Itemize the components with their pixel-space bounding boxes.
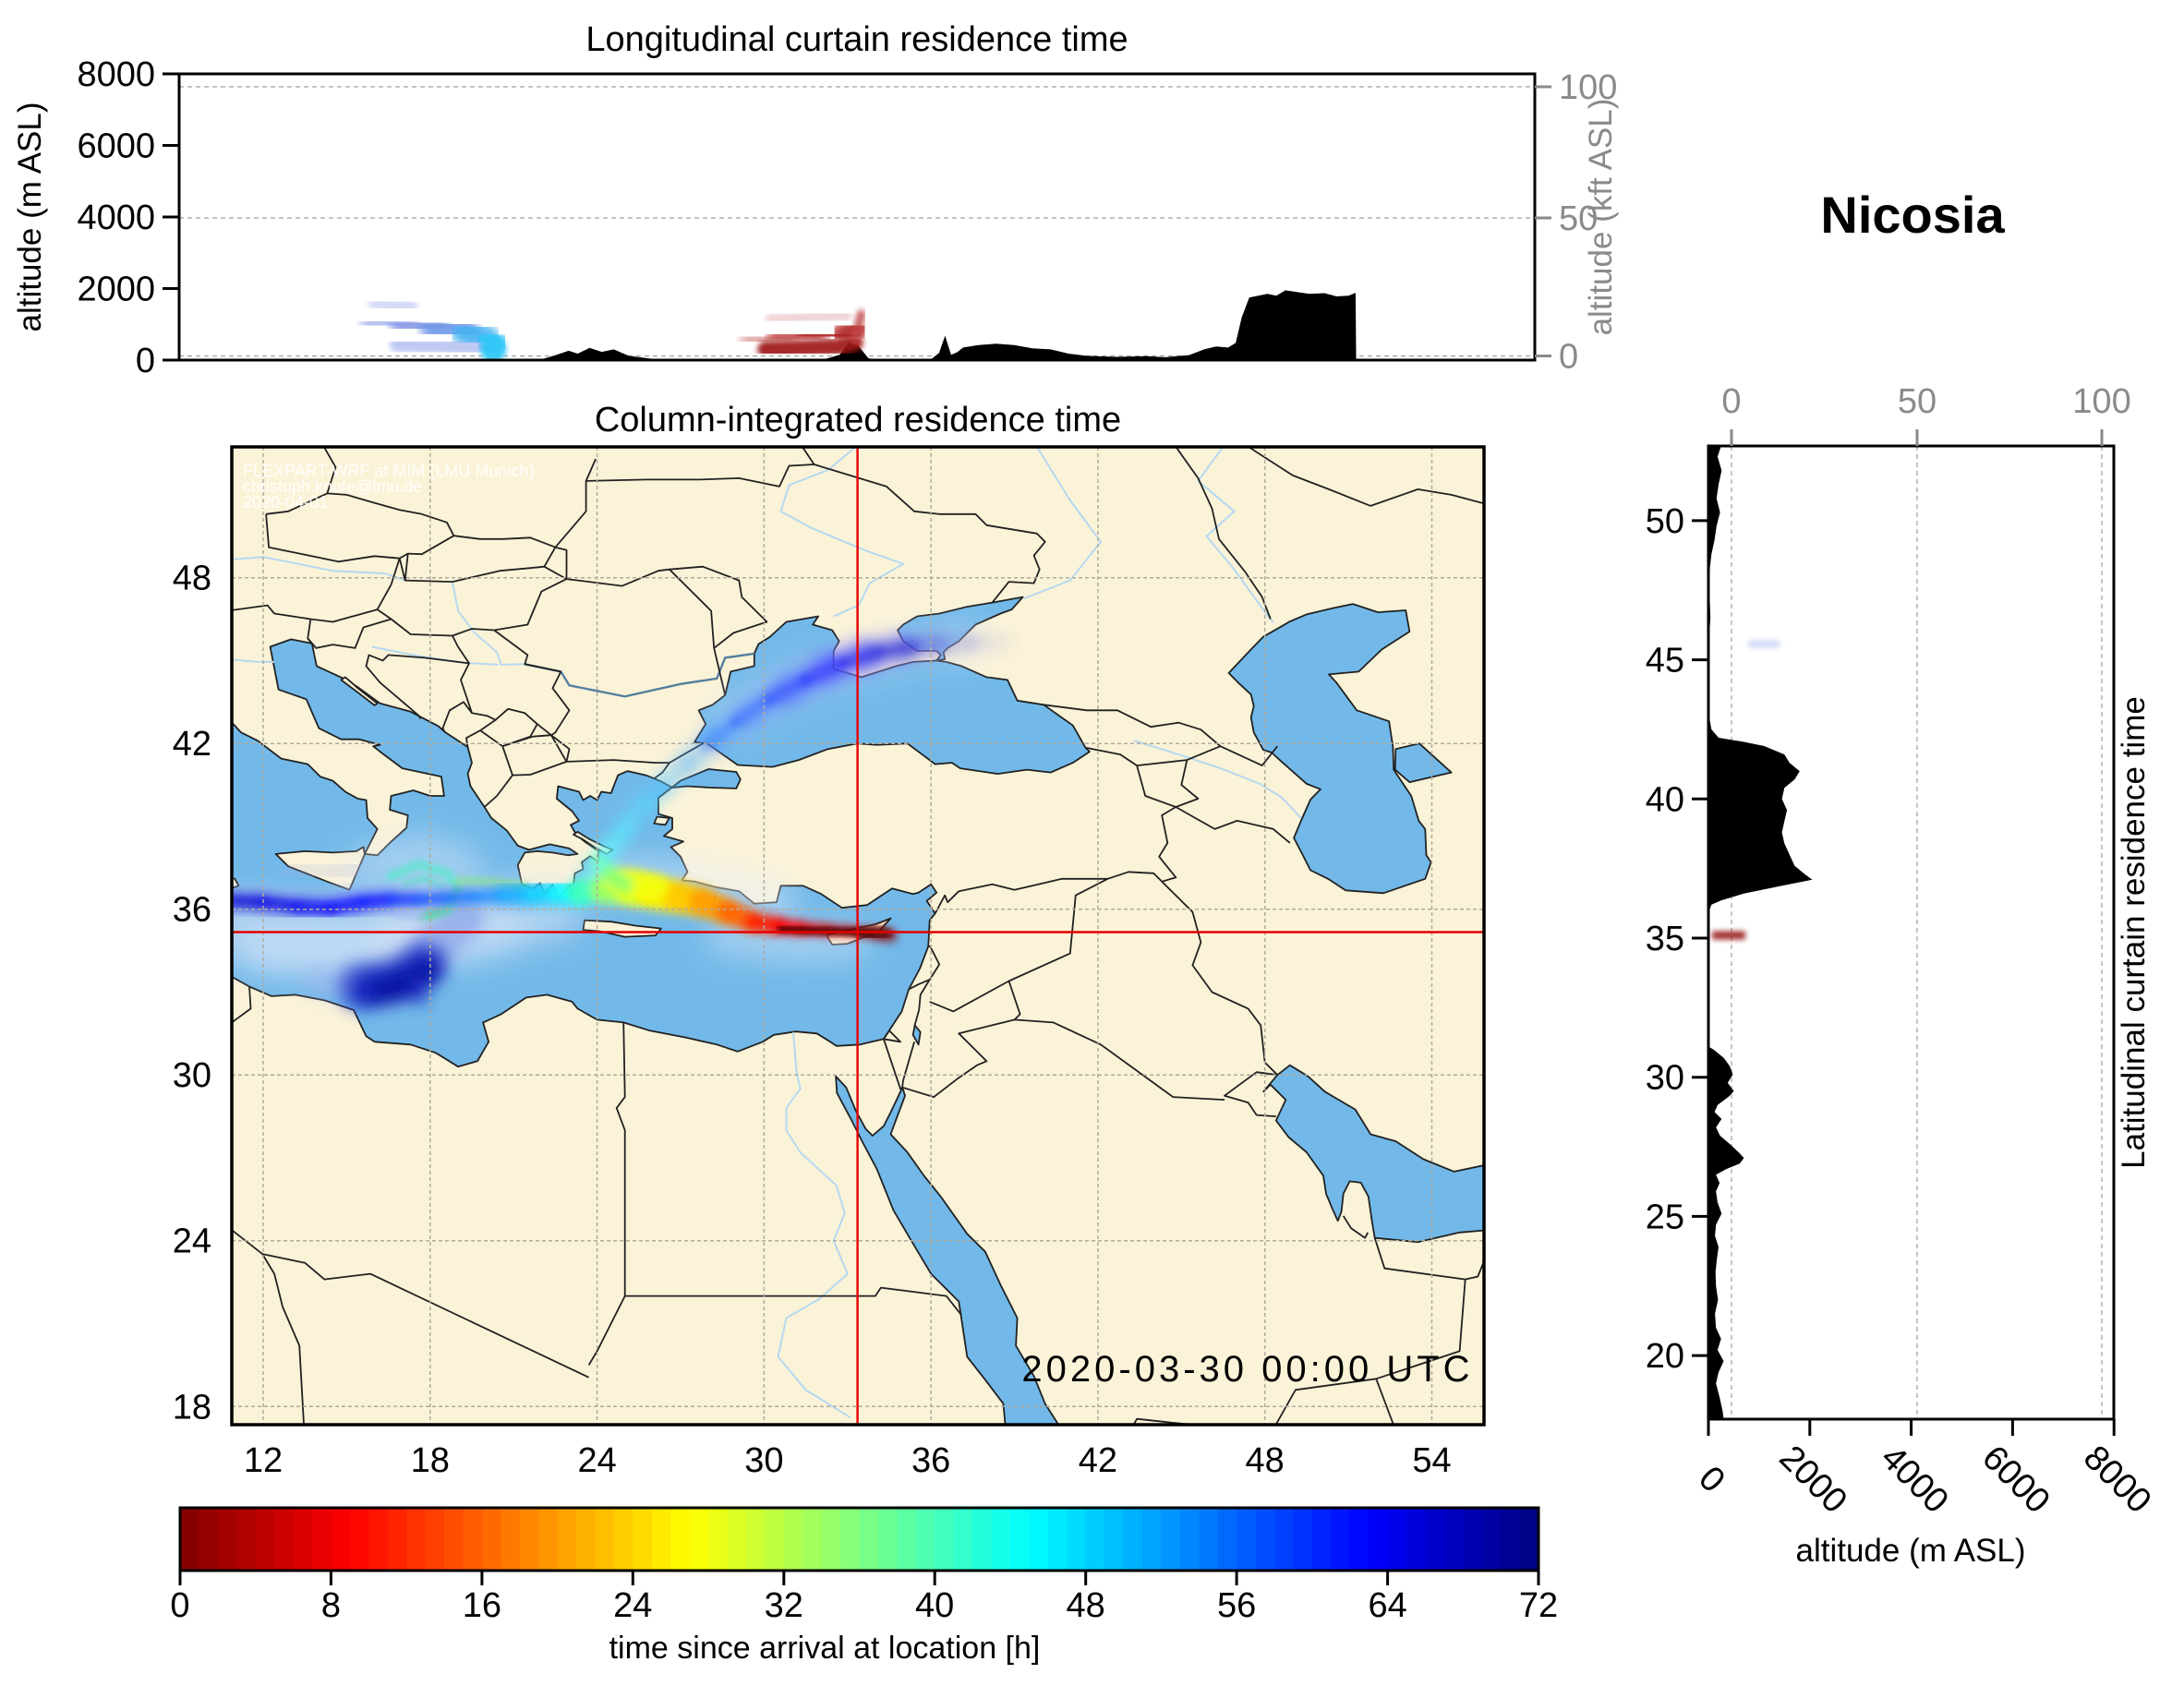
- svg-text:Latitudinal curtain residence: Latitudinal curtain residence time: [2116, 696, 2152, 1169]
- svg-text:40: 40: [1646, 780, 1684, 819]
- svg-text:64: 64: [1368, 1586, 1406, 1625]
- svg-text:30: 30: [1646, 1059, 1684, 1098]
- svg-text:54: 54: [1412, 1441, 1451, 1480]
- svg-text:0: 0: [170, 1586, 189, 1625]
- svg-text:36: 36: [911, 1441, 950, 1480]
- svg-text:18: 18: [173, 1388, 211, 1427]
- svg-text:35: 35: [1646, 920, 1684, 958]
- svg-text:0: 0: [1721, 382, 1741, 421]
- svg-text:8000: 8000: [77, 55, 155, 94]
- svg-text:6000: 6000: [77, 127, 155, 166]
- svg-text:56: 56: [1217, 1586, 1256, 1625]
- svg-text:42: 42: [173, 725, 211, 764]
- svg-text:36: 36: [173, 891, 211, 930]
- svg-text:24: 24: [613, 1586, 652, 1625]
- svg-text:2020-04-01: 2020-04-01: [243, 493, 328, 512]
- svg-text:christoph.knote@lmu.de: christoph.knote@lmu.de: [243, 477, 422, 496]
- svg-text:Nicosia: Nicosia: [1820, 186, 2005, 244]
- svg-text:48: 48: [173, 560, 211, 598]
- svg-text:50: 50: [1646, 502, 1684, 541]
- svg-text:Longitudinal curtain residence: Longitudinal curtain residence time: [585, 20, 1128, 59]
- svg-text:16: 16: [463, 1586, 501, 1625]
- svg-text:8: 8: [321, 1586, 341, 1625]
- svg-text:2020-03-30 00:00 UTC: 2020-03-30 00:00 UTC: [1021, 1349, 1473, 1390]
- svg-text:50: 50: [1898, 382, 1937, 421]
- svg-text:12: 12: [244, 1441, 283, 1480]
- svg-text:32: 32: [765, 1586, 803, 1625]
- svg-text:25: 25: [1646, 1198, 1684, 1236]
- svg-text:time since arrival at location: time since arrival at location [h]: [609, 1631, 1041, 1666]
- svg-text:20: 20: [1646, 1337, 1684, 1376]
- svg-text:45: 45: [1646, 642, 1684, 680]
- svg-text:42: 42: [1079, 1441, 1117, 1480]
- svg-text:0: 0: [136, 342, 155, 380]
- svg-text:24: 24: [173, 1222, 211, 1261]
- svg-text:30: 30: [173, 1056, 211, 1095]
- svg-text:FLEXPART-WRF at MIM (LMU Munic: FLEXPART-WRF at MIM (LMU Munich): [243, 462, 534, 480]
- svg-text:0: 0: [1559, 338, 1578, 377]
- svg-text:100: 100: [2072, 382, 2130, 421]
- svg-text:altitude (m ASL): altitude (m ASL): [12, 102, 48, 332]
- svg-text:24: 24: [577, 1441, 616, 1480]
- svg-text:48: 48: [1067, 1586, 1105, 1625]
- svg-text:72: 72: [1519, 1586, 1558, 1625]
- svg-text:50: 50: [1559, 199, 1598, 238]
- svg-text:altitude (m ASL): altitude (m ASL): [1796, 1533, 2026, 1569]
- svg-text:4000: 4000: [77, 199, 155, 237]
- svg-text:18: 18: [411, 1441, 450, 1480]
- svg-text:40: 40: [915, 1586, 954, 1625]
- svg-text:30: 30: [744, 1441, 783, 1480]
- svg-text:altitude (kft ASL): altitude (kft ASL): [1583, 99, 1619, 336]
- svg-text:2000: 2000: [77, 271, 155, 309]
- svg-text:100: 100: [1559, 68, 1617, 107]
- svg-text:48: 48: [1246, 1441, 1285, 1480]
- svg-text:Column-integrated residence ti: Column-integrated residence time: [595, 401, 1121, 440]
